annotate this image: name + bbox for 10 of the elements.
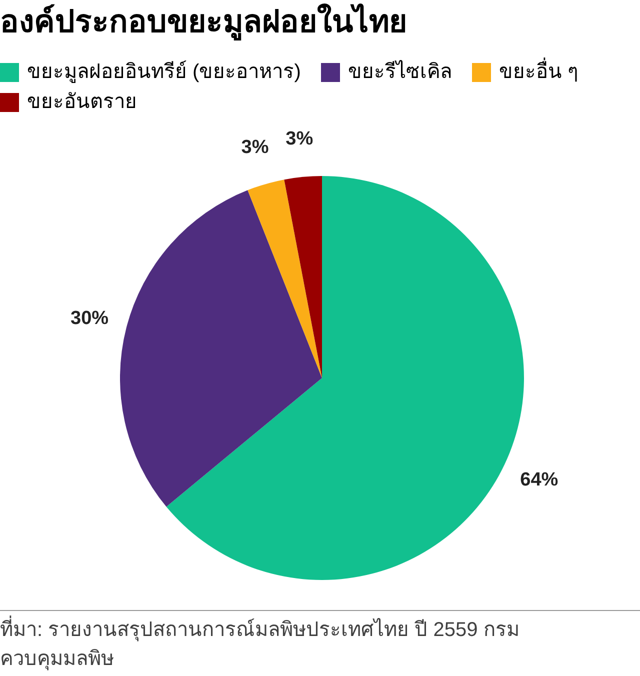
- annotation: ที่มา: รายงานสรุปสถานการณ์มลพิษประเทศไทย ปี 2559 กรมควบคุมมลพิษ: [0, 616, 560, 674]
- legend-label: ขยะรีไซเคิล: [348, 59, 452, 85]
- title: องค์ประกอบขยะมูลฝอยในไทย: [0, 2, 407, 42]
- legend-label: ขยะมูลฝอยอินทรีย์ (ขยะอาหาร): [27, 60, 301, 85]
- data-label: 64%: [520, 470, 558, 491]
- data-label: 3%: [241, 137, 269, 158]
- legend-label: ขยะอันตราย: [27, 90, 137, 115]
- data-label: 30%: [70, 308, 109, 329]
- data-label: 3%: [286, 128, 314, 150]
- legend-label: ขยะอื่น ๆ: [498, 58, 578, 86]
